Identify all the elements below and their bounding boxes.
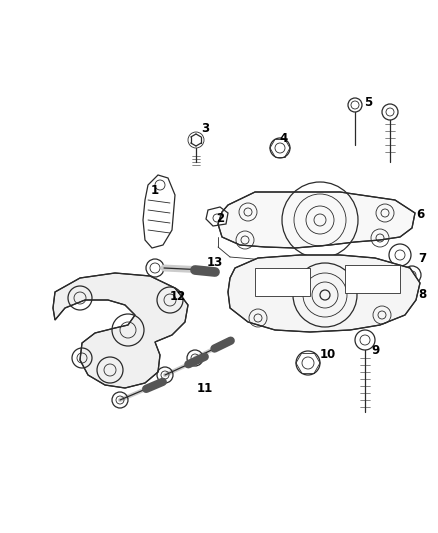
Text: 11: 11 [197,382,213,394]
Text: 13: 13 [207,255,223,269]
Text: 9: 9 [371,343,379,357]
Polygon shape [218,192,415,248]
Text: 3: 3 [201,122,209,134]
Text: 8: 8 [418,288,426,302]
Text: 6: 6 [416,208,424,222]
Text: 10: 10 [320,349,336,361]
Text: 7: 7 [418,252,426,264]
Text: 2: 2 [216,212,224,224]
FancyBboxPatch shape [255,268,310,296]
Text: 5: 5 [364,96,372,109]
Text: 12: 12 [170,289,186,303]
Text: 1: 1 [151,183,159,197]
FancyBboxPatch shape [345,265,400,293]
Polygon shape [228,255,420,332]
Polygon shape [53,273,188,388]
Text: 4: 4 [280,132,288,144]
